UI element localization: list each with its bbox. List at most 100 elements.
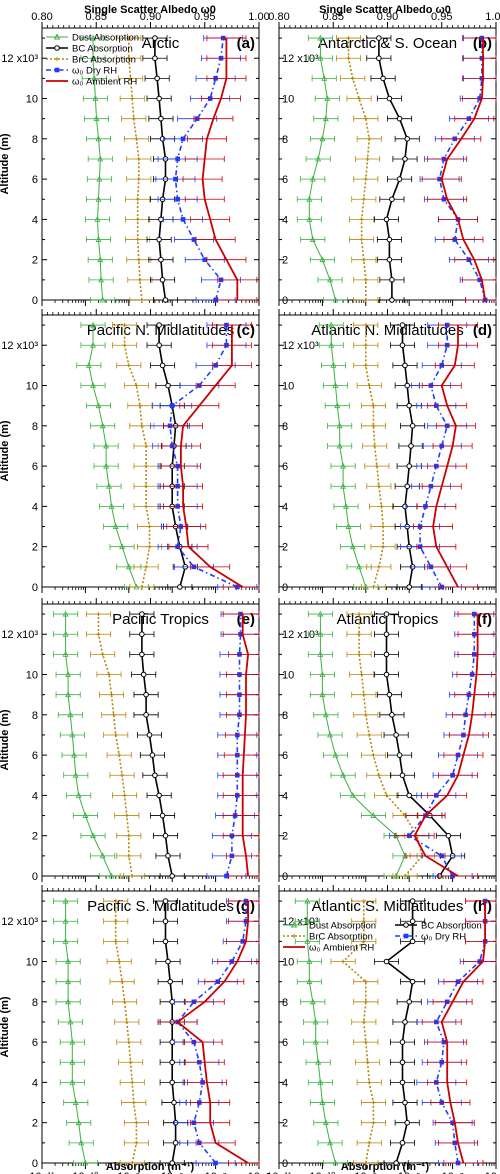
series-line-dry [419, 325, 449, 588]
marker-dust [96, 175, 103, 182]
marker-brc [113, 919, 118, 924]
marker-dust [336, 422, 343, 429]
marker-brc [341, 959, 346, 964]
y-tick-label: 2 [282, 542, 288, 554]
marker-brc [137, 277, 142, 282]
marker-brc [363, 1040, 368, 1045]
marker-dust [317, 1079, 324, 1085]
marker-dust [65, 958, 72, 964]
panel-letter: (f) [477, 611, 492, 628]
marker-bc [152, 55, 158, 62]
marker-dust [309, 175, 316, 182]
marker-brc [128, 76, 133, 81]
top-tick-label: 1.00 [248, 11, 269, 23]
marker-dust [62, 917, 69, 924]
marker-bc [156, 792, 162, 799]
y-tick-label: 4 [282, 1077, 288, 1089]
marker-bc [445, 832, 452, 839]
series-ambient [421, 898, 497, 1166]
marker-brc [367, 1140, 372, 1145]
marker-brc [346, 56, 351, 61]
marker-dust [319, 691, 326, 698]
marker-dust [62, 610, 69, 617]
marker-bc [406, 402, 413, 409]
marker-dry [224, 873, 229, 879]
bottom-tick-label: 10⁻⁸ [398, 1171, 421, 1174]
series-line-bc [158, 325, 187, 588]
marker-bc [169, 873, 175, 879]
panel-letter: (h) [473, 898, 492, 915]
series-dust [76, 321, 149, 590]
marker-bc [386, 236, 393, 243]
marker-bc [399, 1059, 406, 1066]
y-tick-label: 2 [282, 831, 288, 843]
marker-bc [177, 584, 183, 590]
marker-dust [62, 630, 69, 637]
marker-brc [365, 156, 370, 161]
marker-brc [381, 524, 386, 529]
marker-brc [136, 257, 141, 262]
marker-dust [340, 462, 347, 469]
series-brc [336, 35, 382, 303]
marker-brc [361, 197, 366, 202]
marker-brc [371, 753, 376, 758]
marker-brc [130, 96, 135, 101]
y-tick-label: 6 [32, 750, 38, 762]
marker-bc [152, 772, 158, 779]
marker-dust [332, 296, 339, 303]
series-ambient [421, 35, 497, 303]
series-line-ambient [179, 325, 244, 588]
legend-entry-dust: Dust Absorption [283, 921, 376, 932]
bottom-tick-label: 10⁻⁹ [354, 1171, 377, 1174]
top-axis-title-right: Single Scatter Albedo ω0 [319, 4, 451, 16]
marker-bc [402, 1099, 408, 1106]
marker-brc [371, 423, 376, 428]
legend-label: ω₀ Dry RH [72, 66, 117, 77]
marker-bc [172, 1140, 179, 1146]
marker-dust [67, 711, 74, 718]
bottom-tick-label: 10⁻⁸ [161, 1171, 184, 1174]
marker-bc [389, 297, 395, 303]
series-line-brc [341, 901, 375, 1164]
marker-dust [312, 1038, 319, 1045]
y-tick-label: 2 [32, 542, 38, 554]
marker-dust [72, 771, 79, 778]
marker-bc [383, 958, 390, 965]
legend-label: Dust Absorption [72, 33, 139, 44]
marker-dust [82, 812, 89, 818]
legend-label: BrC Absorption [309, 932, 373, 943]
panel-title: Atlantic N. Midlatitudes [311, 322, 464, 339]
panel-c: 0 2 4 6 8 10 12 x10³ Altitude (m) Pacific N. Mid… [0, 309, 260, 594]
panel-g: 0 2 4 6 8 10 12 x10³ Altitude (m) 10⁻¹¹ 10⁻¹⁰ 10⁻⁹… [0, 885, 270, 1174]
series-dry [419, 35, 497, 303]
marker-dust [75, 1119, 82, 1126]
y-tick-label: 10 [282, 94, 294, 106]
series-line-brc [347, 38, 371, 300]
y-tick-label: 6 [282, 461, 288, 473]
marker-brc [374, 464, 379, 469]
series-line-bc [401, 325, 414, 588]
series-bc [142, 35, 178, 303]
marker-dust [75, 792, 82, 798]
y-tick-label: 4 [282, 790, 288, 802]
marker-dust [306, 195, 313, 202]
marker-brc [131, 116, 136, 121]
legend-marker [403, 922, 409, 928]
marker-dust [328, 341, 335, 348]
marker-dust [99, 852, 106, 859]
marker-dust [119, 543, 126, 550]
panel-title: Arctic [142, 35, 180, 52]
marker-dust [304, 897, 311, 904]
marker-dust [330, 361, 337, 368]
legend-marker [54, 45, 60, 51]
series-dust [53, 610, 125, 879]
marker-dust [97, 155, 104, 162]
marker-bc [399, 1140, 406, 1146]
marker-dust [62, 650, 69, 657]
y-tick-label: 6 [282, 750, 288, 762]
y-tick-label: 2 [282, 255, 288, 267]
marker-brc [379, 504, 384, 509]
bottom-tick-label: 10⁻⁷ [442, 1171, 464, 1174]
marker-dust [319, 1099, 326, 1105]
bottom-tick-label: 10⁻¹¹ [29, 1171, 55, 1174]
